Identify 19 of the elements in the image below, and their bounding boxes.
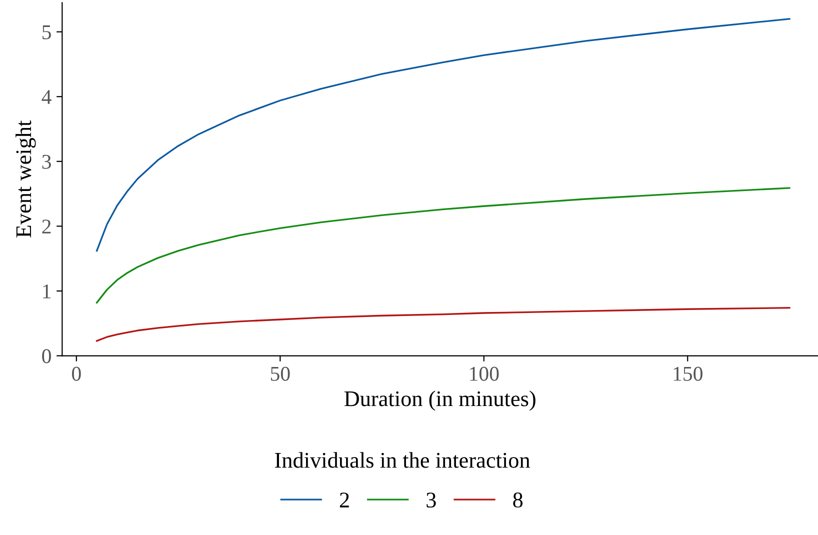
y-tick-label: 2 (42, 220, 51, 234)
legend-label: 2 (340, 492, 349, 508)
legend-title: Individuals in the interaction (275, 452, 530, 468)
x-tick-label: 100 (470, 366, 499, 381)
y-tick-label: 1 (43, 284, 50, 298)
x-axis-title: Duration (in minutes) (344, 390, 536, 411)
y-tick-label: 0 (42, 349, 51, 364)
y-tick-label: 4 (42, 90, 52, 104)
y-tick-label: 5 (42, 25, 51, 40)
x-tick-label: 150 (674, 366, 702, 381)
x-tick-label: 0 (72, 366, 81, 381)
y-tick-label: 3 (42, 154, 51, 169)
y-axis-title: Event weight (16, 120, 36, 238)
legend-label: 3 (426, 492, 436, 508)
x-tick-label: 50 (270, 366, 290, 381)
line-series (96, 187, 790, 304)
line-series (96, 306, 790, 342)
line-series (96, 18, 790, 252)
legend-label: 8 (513, 492, 523, 508)
